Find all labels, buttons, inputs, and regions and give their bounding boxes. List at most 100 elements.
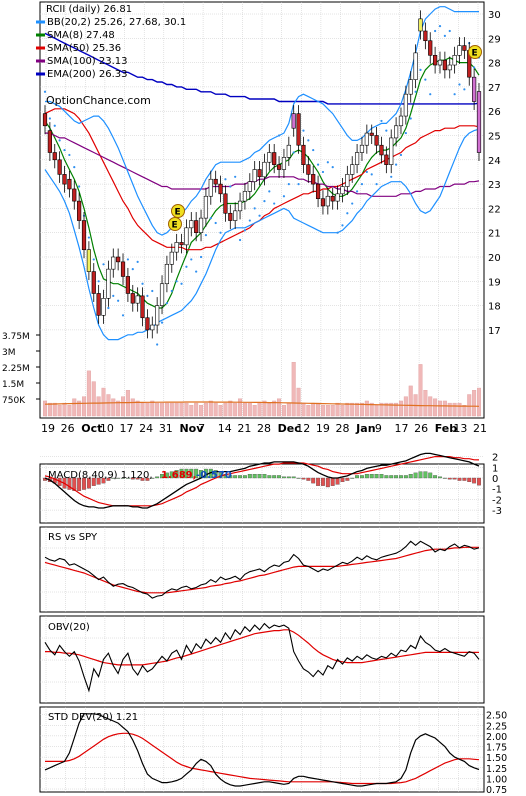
- volume-bar: [335, 402, 340, 417]
- candle-body: [213, 178, 218, 185]
- volume-bar: [111, 398, 116, 417]
- volume-bar: [116, 400, 121, 417]
- legend-text-sma50: SMA(50) 25.36: [47, 43, 121, 54]
- macd-histogram-bar: [233, 475, 238, 479]
- price-title: RCII (daily) 26.81: [46, 4, 132, 15]
- psar-dot: [58, 139, 61, 142]
- psar-dot: [429, 93, 432, 96]
- macd-line: [44, 452, 480, 509]
- volume-bar: [140, 402, 145, 417]
- price-tick-label: 29: [488, 34, 501, 45]
- legend-text-bb: BB(20,2) 25.26, 27.68, 30.1: [47, 17, 186, 28]
- volume-bar: [291, 362, 296, 417]
- macd-hist-value: -0.570: [196, 470, 232, 481]
- psar-dot: [263, 200, 266, 203]
- volume-bar: [394, 402, 399, 417]
- legend-text-sma8: SMA(8) 27.48: [47, 30, 115, 41]
- psar-dot: [97, 280, 100, 283]
- volume-bar: [223, 402, 228, 417]
- x-tick-label: 13: [453, 422, 467, 435]
- psar-dot: [229, 185, 232, 188]
- macd-histogram-bar: [399, 475, 403, 479]
- psar-dot: [107, 306, 110, 310]
- psar-dot: [185, 265, 188, 268]
- volume-bar: [389, 402, 394, 417]
- std-tick-label: 1.25: [486, 764, 507, 775]
- macd-histogram-bar: [150, 477, 155, 479]
- candle-body: [135, 295, 140, 304]
- volume-bar: [325, 405, 330, 417]
- candle-body: [320, 198, 326, 207]
- psar-dot: [199, 255, 203, 259]
- macd-histogram-bar: [355, 475, 360, 479]
- psar-dot: [136, 260, 139, 263]
- psar-dot: [307, 139, 310, 142]
- psar-dot: [375, 183, 378, 186]
- candle-body: [418, 18, 423, 32]
- volume-bar: [384, 402, 389, 417]
- earnings-marker: [468, 45, 482, 59]
- earnings-marker-label: E: [172, 221, 178, 231]
- psar-dot: [243, 229, 247, 232]
- candle-body: [228, 212, 233, 221]
- psar-dot: [326, 161, 329, 164]
- candle-body: [403, 93, 408, 117]
- macd-histogram-bar: [379, 473, 384, 479]
- price-tick-label: 28: [488, 59, 501, 70]
- psar-dot: [385, 129, 388, 132]
- macd-histogram-bar: [184, 468, 189, 479]
- obv-line: [44, 622, 480, 693]
- volume-bar: [359, 402, 364, 417]
- macd-histogram-bar: [335, 477, 340, 485]
- macd-histogram-bar: [242, 475, 247, 479]
- candle-body: [394, 125, 399, 139]
- macd-histogram-bar: [418, 471, 423, 479]
- macd-histogram-bar: [130, 477, 135, 480]
- candle-body: [52, 152, 57, 161]
- psar-dot: [297, 183, 300, 186]
- std-tick-label: 0.75: [486, 785, 507, 796]
- candle-body: [140, 295, 145, 319]
- x-tick-label: 19: [41, 422, 55, 435]
- volume-bar: [208, 400, 213, 417]
- volume-bar: [194, 402, 199, 417]
- rs-label: RS vs SPY: [48, 532, 98, 543]
- candle-body: [159, 283, 165, 306]
- std-label: STD DEV(20) 1.21: [48, 712, 138, 723]
- macd-tick-label: 0: [492, 474, 498, 485]
- candle-body: [42, 113, 48, 127]
- volume-bar: [272, 400, 277, 417]
- candle-body: [369, 132, 374, 136]
- psar-dot: [409, 117, 412, 120]
- candle-body: [130, 293, 135, 304]
- macd-histogram-bar: [116, 477, 121, 479]
- x-tick-label: 19: [316, 422, 330, 435]
- candle-body: [106, 268, 111, 299]
- std-line: [44, 713, 480, 787]
- psar-dot: [234, 175, 237, 178]
- candle-body: [247, 181, 252, 192]
- macd-signal-value: 1.689,: [161, 470, 196, 481]
- volume-bar: [77, 400, 82, 417]
- volume-bar: [433, 398, 438, 417]
- candle-body: [281, 157, 287, 170]
- volume-bar: [257, 402, 262, 417]
- macd-histogram-bar: [330, 477, 335, 486]
- rs-panel: [39, 526, 485, 613]
- earnings-marker: [168, 217, 182, 231]
- volume-bar: [403, 396, 408, 417]
- candle-body: [398, 115, 404, 127]
- macd-histogram-bar: [291, 476, 296, 479]
- psar-dot: [282, 195, 286, 198]
- macd-histogram-bar: [140, 477, 145, 481]
- series-line-2: [44, 108, 480, 251]
- macd-tick-label: 2: [492, 453, 498, 464]
- macd-histogram-bar: [125, 477, 130, 479]
- volume-bar: [169, 402, 174, 417]
- watermark: OptionChance.com: [46, 94, 151, 107]
- macd-tick-label: 1: [492, 463, 498, 474]
- macd-histogram-bar: [321, 477, 325, 486]
- psar-dot: [258, 214, 261, 217]
- psar-dot: [53, 124, 56, 127]
